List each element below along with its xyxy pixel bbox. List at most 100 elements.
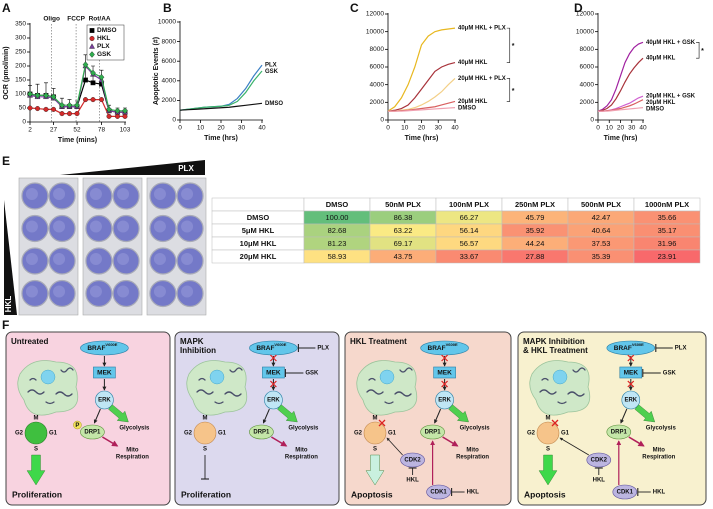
x-tick-label: 52: [73, 127, 81, 134]
drp1-label: DRP1: [84, 430, 101, 436]
inhibitor-label: GSK: [663, 371, 677, 377]
x-tick-label: 20: [217, 125, 225, 132]
series-label: PLX: [265, 63, 277, 69]
arrow: [620, 408, 628, 424]
braf-mutation: V600E: [105, 342, 117, 347]
well-texture: [153, 253, 166, 265]
cycle-label: M: [373, 416, 378, 422]
panel-letter: F: [2, 318, 9, 332]
point: [89, 36, 95, 42]
mitochondria: [384, 401, 394, 405]
cell-cycle: [193, 421, 217, 445]
well-texture: [153, 188, 166, 200]
block-mark: [378, 419, 386, 427]
well-texture: [53, 188, 66, 200]
glycolysis-label: Glycolysis: [460, 426, 491, 432]
arrow: [93, 408, 101, 424]
cycle-label: M: [203, 416, 208, 422]
mitochondria: [539, 389, 557, 395]
drp1-label: DRP1: [425, 430, 442, 436]
x-tick-label: 10: [401, 125, 409, 132]
x-tick-label: 40: [258, 125, 266, 132]
cycle-label: G2: [184, 431, 193, 437]
x-axis-title: Time (hrs): [405, 135, 439, 142]
cdk2-node: [400, 452, 425, 468]
legend-label: GSK: [97, 51, 111, 58]
point: [89, 43, 95, 49]
series-label: DMSO: [458, 106, 476, 112]
mitochondria: [394, 391, 412, 397]
point: [89, 28, 95, 33]
series-label: 20μM HKL: [458, 99, 488, 105]
pathway-panel: MAPK Inhibition& HKL Treatment BRAFV600E M…: [517, 331, 707, 506]
erk-label: ERK: [438, 398, 451, 404]
point: [122, 113, 128, 119]
drp1-node: [606, 424, 632, 440]
well-texture: [53, 285, 66, 298]
erk-node: [621, 390, 641, 410]
pathway-panel: HKL Treatment BRAFV600E MEK ERK Glycolysis DR…: [344, 331, 512, 506]
legend-label: DMSO: [97, 27, 117, 34]
table-cell-text: 63.22: [394, 226, 413, 235]
table-cell-text: 66.27: [460, 213, 479, 222]
mito-label: Respiration: [285, 455, 318, 461]
cdk1-label: CDK1: [617, 490, 634, 496]
mitochondria: [399, 367, 413, 373]
mitochondria: [224, 391, 242, 397]
cycle-label: G1: [561, 431, 570, 437]
glycolysis-arrow: [448, 404, 469, 423]
injection-label: Rot/AA: [89, 16, 111, 23]
table-cell-text: 27.88: [526, 252, 545, 261]
point: [89, 51, 95, 58]
y-tick-label: 4000: [370, 81, 385, 88]
outcome-label: Proliferation: [181, 489, 231, 499]
mito-label: Respiration: [456, 455, 489, 461]
x-tick-label: 10: [197, 125, 205, 132]
glycolysis-label: Glycolysis: [646, 426, 677, 432]
x-tick-label: 10: [606, 125, 614, 132]
point: [114, 113, 120, 119]
erk-label: ERK: [98, 398, 111, 404]
y-tick-label: 8000: [370, 46, 385, 53]
block-mark: [441, 354, 449, 362]
mitochondria: [60, 367, 74, 373]
point: [35, 106, 41, 112]
series-label: DMSO: [646, 107, 664, 113]
series-line: [387, 61, 456, 112]
x-axis-title: Time (hrs): [204, 135, 238, 142]
mek-node: [619, 366, 643, 379]
series-label: 40μM HKL + GSK: [646, 40, 696, 46]
cycle-label: G2: [527, 431, 536, 437]
braf-label: BRAFV600E: [614, 342, 644, 352]
braf-node: [249, 340, 298, 356]
panel-letter: C: [350, 1, 359, 15]
table-header: 1000nM PLX: [645, 200, 689, 209]
y-tick-label: 12000: [576, 11, 594, 18]
well-texture: [153, 285, 166, 298]
y-tick-label: 10000: [158, 19, 176, 26]
mito-label: Respiration: [116, 455, 149, 461]
significance-label: *: [512, 43, 515, 50]
pathway-panel: Untreated BRAFV600E MEK ERK Glycolysis DRP1 P M…: [5, 331, 171, 506]
significance-label: *: [512, 88, 515, 95]
series-label: GSK: [265, 69, 279, 75]
point: [51, 106, 57, 112]
panel-title: HKL Treatment: [350, 337, 407, 346]
nucleus: [379, 369, 395, 385]
point: [106, 113, 112, 119]
panel-title: Inhibition: [180, 346, 216, 355]
series-label: 40μM HKL + PLX: [458, 26, 506, 32]
series-label: 20μM HKL + GSK: [646, 94, 696, 100]
table-row-label: 5μM HKL: [242, 226, 275, 235]
y-tick-label: 2000: [162, 97, 177, 104]
x-axis-title: Time (hrs): [604, 135, 638, 142]
cell: [186, 360, 248, 416]
mitochondria: [541, 377, 549, 381]
outcome-label: Proliferation: [12, 489, 62, 499]
cell-cycle: [363, 421, 387, 445]
legend-label: PLX: [97, 43, 110, 50]
well-texture: [181, 220, 194, 233]
arrow: [386, 437, 403, 456]
y-tick-label: 8000: [162, 38, 177, 45]
cdk1-label: CDK1: [430, 490, 447, 496]
